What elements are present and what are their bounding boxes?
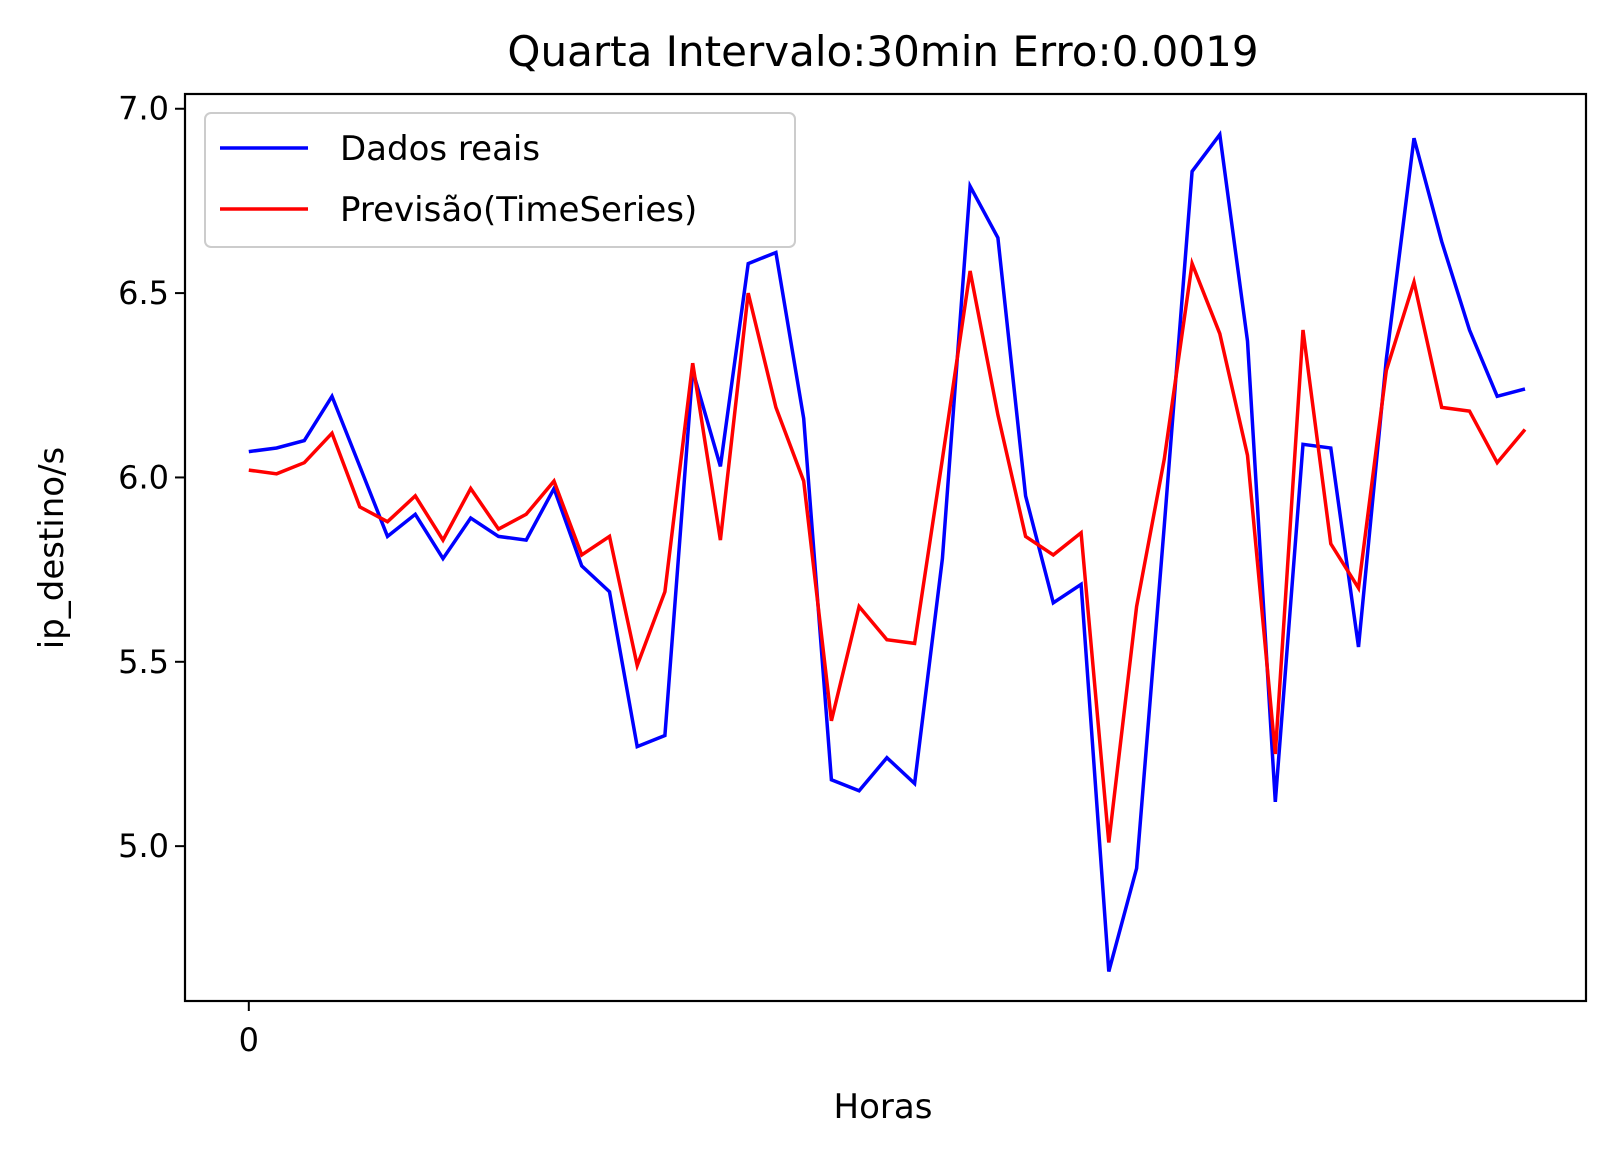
- plot-area: [248, 130, 1527, 972]
- x-tick-label: 0: [239, 1021, 259, 1059]
- x-axis: 0: [239, 1001, 259, 1059]
- series-line-1: [248, 256, 1527, 843]
- y-axis-label: ip_destino/s: [32, 447, 72, 650]
- y-tick-label: 5.0: [118, 827, 169, 865]
- chart-title: Quarta Intervalo:30min Erro:0.0019: [507, 27, 1258, 76]
- series-line-0: [248, 130, 1526, 972]
- y-tick-label: 6.5: [118, 274, 169, 312]
- x-axis-label: Horas: [834, 1087, 933, 1127]
- plot-frame: [183, 92, 1588, 1003]
- legend-label-previsao: Previsão(TimeSeries): [340, 190, 697, 230]
- y-tick-label: 5.5: [118, 643, 169, 681]
- y-tick-label: 6.0: [118, 458, 169, 496]
- legend-label-dados-reais: Dados reais: [340, 129, 540, 169]
- legend: Dados reais Previsão(TimeSeries): [204, 112, 796, 248]
- legend-box: [204, 112, 796, 248]
- y-axis: 5.0 5.5 6.0 6.5 7.0: [118, 90, 185, 865]
- y-tick-label: 7.0: [118, 90, 169, 128]
